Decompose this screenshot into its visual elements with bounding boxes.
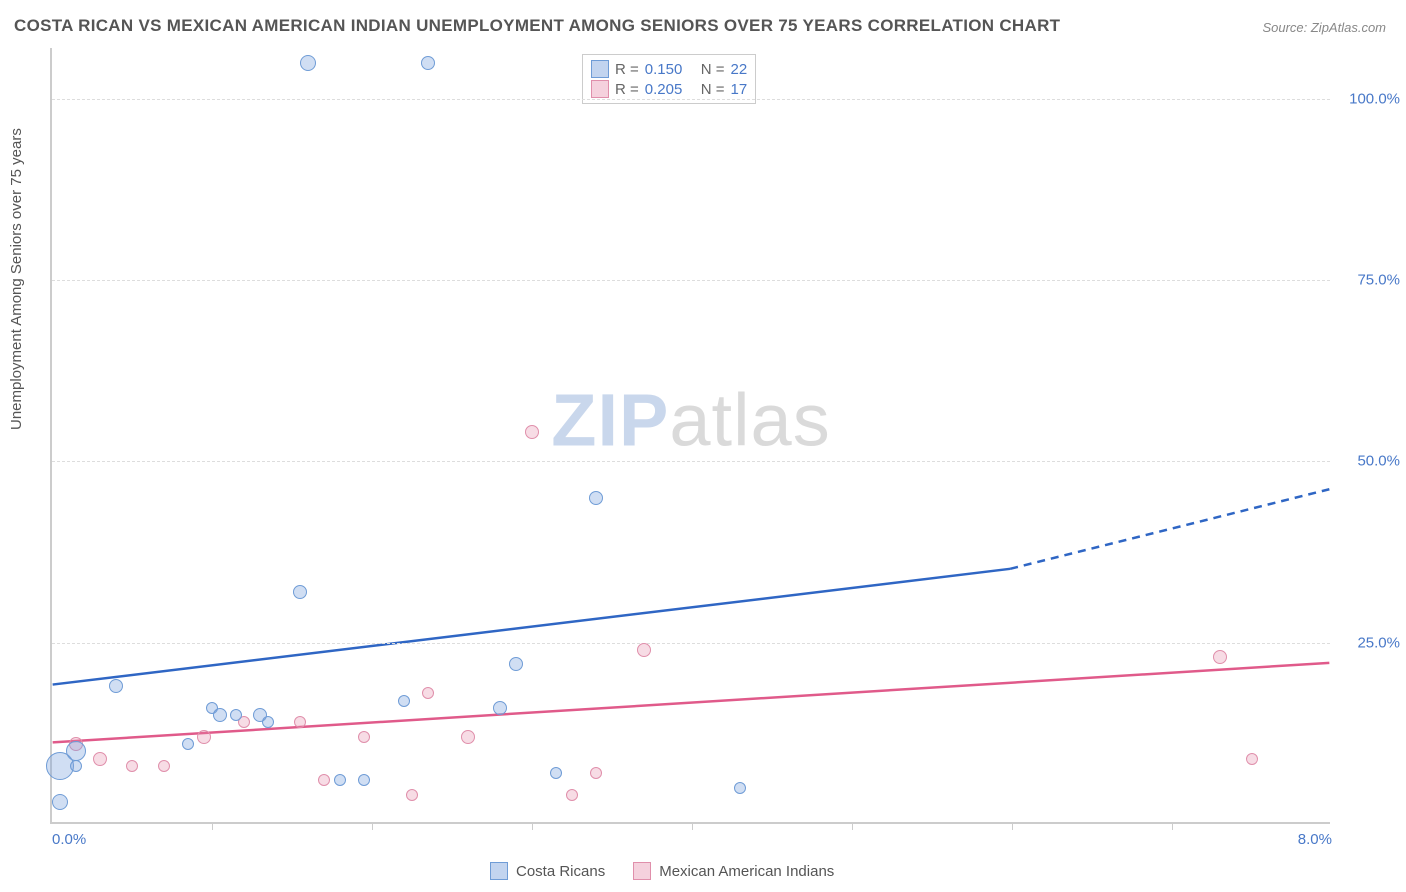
source-label: Source: ZipAtlas.com: [1262, 20, 1386, 35]
scatter-point: [52, 794, 68, 810]
gridline-h: [52, 643, 1330, 644]
legend-correlation: R = 0.150 N = 22 R = 0.205 N = 17: [582, 54, 756, 104]
legend-swatch: [490, 862, 508, 880]
scatter-point: [421, 56, 435, 70]
scatter-point: [109, 679, 123, 693]
legend-r-label: R =: [615, 61, 639, 78]
scatter-point: [461, 730, 475, 744]
legend-series-label: Mexican American Indians: [659, 863, 834, 880]
legend-series: Costa Ricans Mexican American Indians: [490, 862, 834, 880]
scatter-point: [126, 760, 138, 772]
scatter-point: [398, 695, 410, 707]
plot-area: ZIPatlas R = 0.150 N = 22 R = 0.205 N = …: [50, 48, 1330, 824]
scatter-point: [262, 716, 274, 728]
y-tick-label: 50.0%: [1357, 453, 1400, 470]
scatter-point: [525, 425, 539, 439]
x-tick: [1012, 822, 1013, 830]
x-tick: [692, 822, 693, 830]
scatter-point: [589, 491, 603, 505]
y-tick-label: 25.0%: [1357, 634, 1400, 651]
scatter-point: [197, 730, 211, 744]
scatter-point: [318, 774, 330, 786]
y-tick-label: 75.0%: [1357, 272, 1400, 289]
legend-correlation-row: R = 0.150 N = 22: [591, 59, 747, 79]
x-tick: [532, 822, 533, 830]
scatter-point: [734, 782, 746, 794]
x-tick: [372, 822, 373, 830]
scatter-point: [637, 643, 651, 657]
x-tick: [212, 822, 213, 830]
scatter-point: [1213, 650, 1227, 664]
gridline-h: [52, 461, 1330, 462]
scatter-point: [182, 738, 194, 750]
legend-swatch: [591, 80, 609, 98]
scatter-point: [213, 708, 227, 722]
x-tick: [852, 822, 853, 830]
legend-r-value: 0.205: [645, 81, 695, 98]
scatter-point: [293, 585, 307, 599]
scatter-point: [358, 731, 370, 743]
scatter-point: [1246, 753, 1258, 765]
legend-swatch: [591, 60, 609, 78]
scatter-point: [294, 716, 306, 728]
legend-correlation-row: R = 0.205 N = 17: [591, 79, 747, 99]
scatter-point: [66, 741, 86, 761]
x-tick-label: 0.0%: [52, 831, 86, 848]
scatter-point: [334, 774, 346, 786]
gridline-h: [52, 280, 1330, 281]
scatter-point: [358, 774, 370, 786]
scatter-point: [230, 709, 242, 721]
trend-lines: [52, 48, 1330, 822]
scatter-point: [422, 687, 434, 699]
x-tick-label: 8.0%: [1298, 831, 1332, 848]
scatter-point: [70, 760, 82, 772]
legend-r-label: R =: [615, 81, 639, 98]
chart-title: COSTA RICAN VS MEXICAN AMERICAN INDIAN U…: [14, 16, 1060, 36]
scatter-point: [158, 760, 170, 772]
legend-n-label: N =: [701, 81, 725, 98]
scatter-point: [590, 767, 602, 779]
scatter-point: [550, 767, 562, 779]
scatter-point: [493, 701, 507, 715]
legend-n-value: 17: [731, 81, 748, 98]
y-tick-label: 100.0%: [1349, 90, 1400, 107]
legend-r-value: 0.150: [645, 61, 695, 78]
scatter-point: [566, 789, 578, 801]
x-tick: [1172, 822, 1173, 830]
legend-n-label: N =: [701, 61, 725, 78]
legend-series-label: Costa Ricans: [516, 863, 605, 880]
scatter-point: [509, 657, 523, 671]
legend-swatch: [633, 862, 651, 880]
scatter-point: [300, 55, 316, 71]
scatter-point: [406, 789, 418, 801]
legend-n-value: 22: [731, 61, 748, 78]
y-axis-label: Unemployment Among Seniors over 75 years: [8, 128, 25, 430]
gridline-h: [52, 99, 1330, 100]
scatter-point: [93, 752, 107, 766]
legend-series-item: Mexican American Indians: [633, 862, 834, 880]
legend-series-item: Costa Ricans: [490, 862, 605, 880]
